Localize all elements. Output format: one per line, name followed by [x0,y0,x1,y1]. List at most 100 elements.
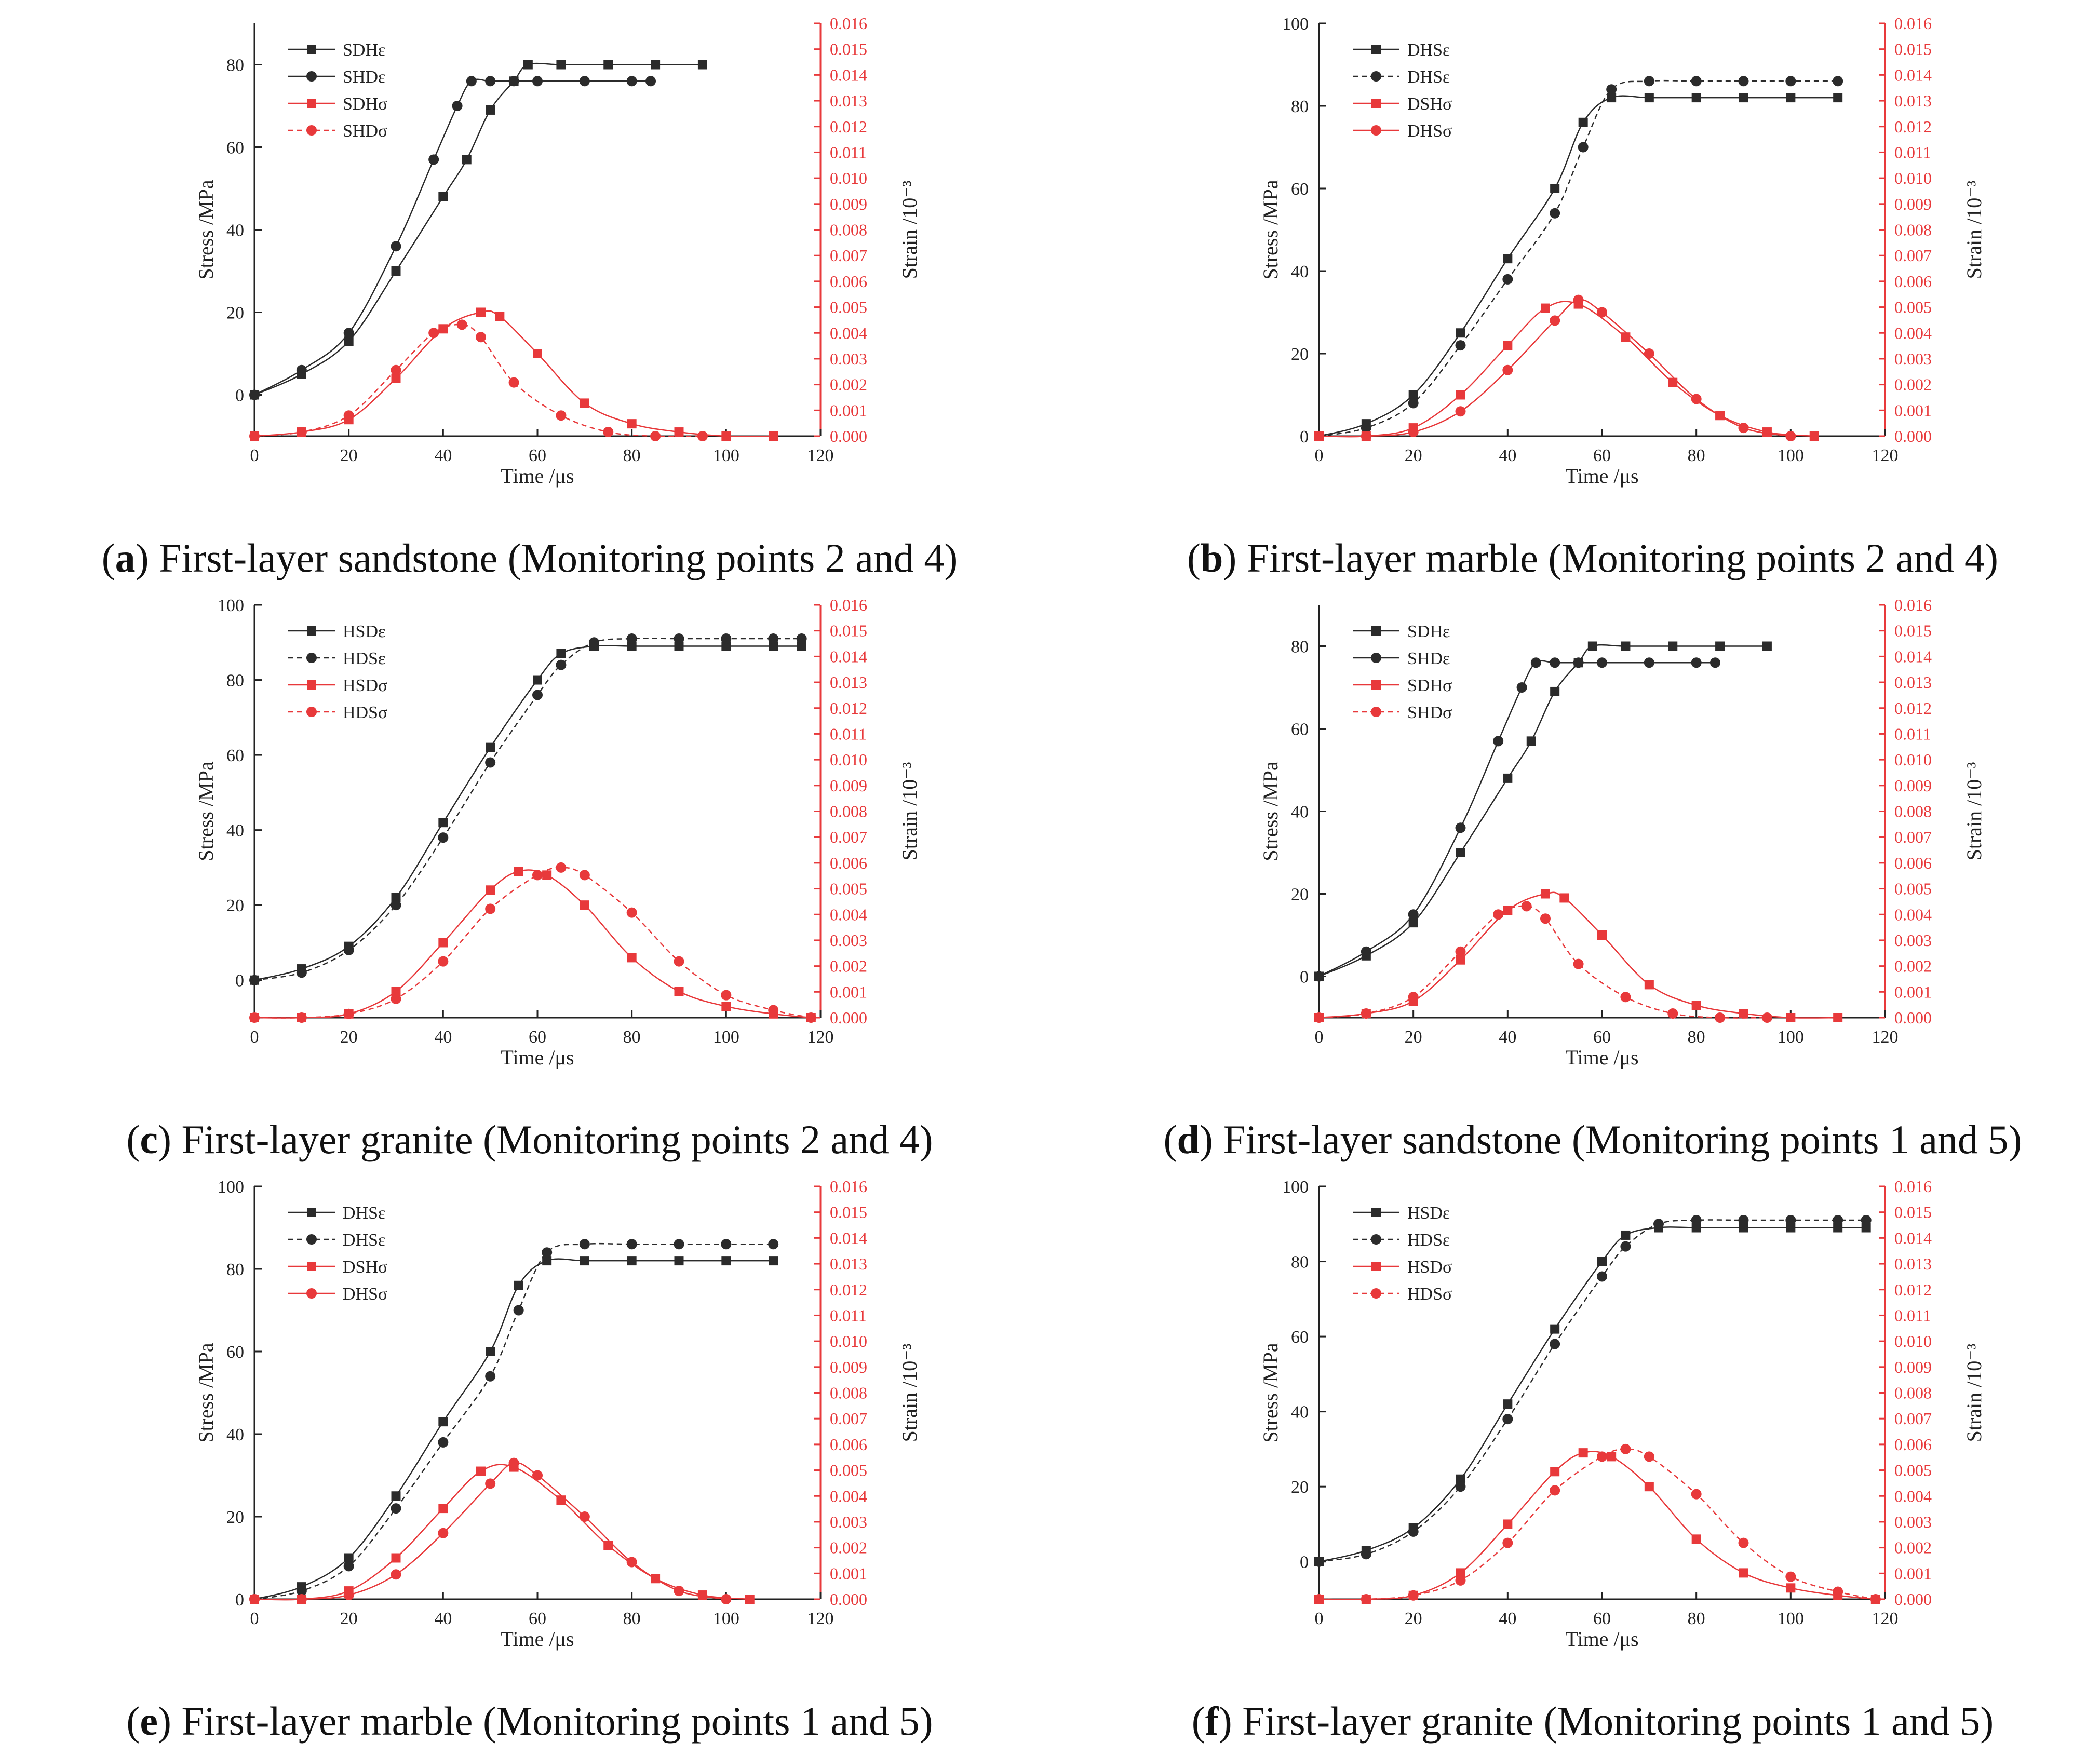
data-point [486,885,495,895]
panel-f: 0 20 40 60 80 100 120 0 20 40 60 80 100 0.000 0.001 0.0… [1085,1163,2100,1755]
y2-tick-label: 0.001 [830,401,867,420]
legend-label: SHDσ [1407,703,1452,722]
data-point [343,944,354,955]
y2-tick-label: 0.002 [1894,1538,1932,1557]
y-tick-label: 80 [226,671,244,691]
data-point [1667,1008,1678,1019]
legend-marker [1371,1208,1381,1217]
data-point [697,431,708,441]
y2-tick-label: 0.011 [1894,143,1931,161]
x-tick-label: 20 [340,446,358,465]
data-point [603,60,613,70]
data-point [533,349,542,358]
data-point [651,60,661,70]
data-point [1620,1443,1631,1454]
data-point [391,993,401,1004]
data-point [1573,294,1584,305]
y-tick-label: 100 [1282,1178,1309,1197]
data-point [1739,1009,1748,1019]
y2-tick-label: 0.005 [830,880,867,898]
caption-c: (c) First-layer granite (Monitoring poin… [126,1117,933,1162]
data-point [1668,641,1678,651]
data-point [674,427,684,437]
series-line [1318,891,1838,1019]
y2-tick-label: 0.010 [1894,169,1932,187]
data-point [1691,1215,1702,1226]
y-tick-label: 40 [226,221,244,240]
data-point [1691,1223,1701,1233]
data-point [1503,773,1513,783]
data-point [486,742,495,752]
data-point [1861,1223,1871,1233]
data-point [1550,657,1560,668]
x-tick-label: 80 [1688,1028,1705,1047]
y-tick-label: 100 [218,596,244,615]
legend-marker [306,1288,317,1299]
y2-tick-label: 0.012 [1894,1280,1932,1299]
y2-tick-label: 0.011 [1894,724,1931,743]
y-tick-label: 100 [218,1178,244,1197]
data-point [1456,848,1465,857]
y2-tick-label: 0.007 [1894,246,1932,265]
data-point [1573,958,1584,969]
data-point [768,1005,779,1016]
legend-label: HDSσ [1407,1285,1452,1304]
y-tick-label: 20 [226,896,244,915]
data-point [462,155,472,165]
data-point [769,1256,778,1266]
y-axis-label: Stress /MPa [1259,180,1282,279]
legend-marker [307,45,316,54]
y-tick-label: 60 [226,1343,244,1362]
y2-tick-label: 0.013 [1894,673,1932,692]
y2-tick-label: 0.003 [1894,931,1932,950]
y2-tick-label: 0.013 [830,91,867,110]
data-point [485,1478,496,1489]
data-point [1521,901,1532,912]
series-line [1318,1451,1876,1600]
data-point [721,641,731,651]
data-point [466,76,477,87]
data-point [1314,971,1324,982]
x-tick-label: 0 [250,1609,259,1628]
y-tick-label: 80 [1291,638,1309,657]
data-point [391,900,401,911]
data-point [438,818,448,828]
y2-tick-label: 0.015 [1894,40,1932,59]
x-tick-label: 0 [250,446,259,465]
data-point [513,1305,524,1316]
legend-label: HSDε [343,622,385,641]
data-point [1644,1451,1654,1462]
data-point [1550,1339,1560,1349]
data-point [1597,1271,1607,1282]
y2-tick-label: 0.009 [1894,776,1932,795]
series-line [254,869,811,1019]
data-point [1691,657,1702,668]
x-tick-label: 20 [1405,446,1422,465]
data-point [391,1503,401,1514]
y2-tick-label: 0.011 [830,143,867,161]
legend-label: HDSε [1407,1231,1450,1250]
legend-label: SDHσ [343,94,387,114]
data-point [1644,93,1654,103]
data-point [556,60,566,70]
data-point [674,641,684,651]
panel-a: 0 20 40 60 80 100 120 0 20 40 60 80 0.000 0.001 0.002 0… [21,0,1039,592]
data-point [428,154,439,165]
data-point [805,1012,816,1023]
y2-axis-label: Strain /10⁻³ [1962,181,1986,279]
caption-text: First-layer granite (Monitoring points 2… [181,1117,933,1162]
x-tick-label: 60 [1593,1609,1611,1628]
data-point [1408,992,1419,1003]
y2-tick-label: 0.004 [830,905,867,924]
y-tick-label: 0 [1300,427,1309,447]
data-point [674,633,684,644]
data-point [1785,1571,1796,1582]
y-tick-label: 80 [226,1260,244,1279]
data-point [1597,307,1607,318]
data-point [627,1256,637,1266]
y-tick-label: 60 [226,139,244,158]
data-point [438,1417,448,1427]
data-point [1715,1012,1726,1023]
caption-b: (b) First-layer marble (Monitoring point… [1187,535,1998,580]
data-point [1710,657,1720,668]
